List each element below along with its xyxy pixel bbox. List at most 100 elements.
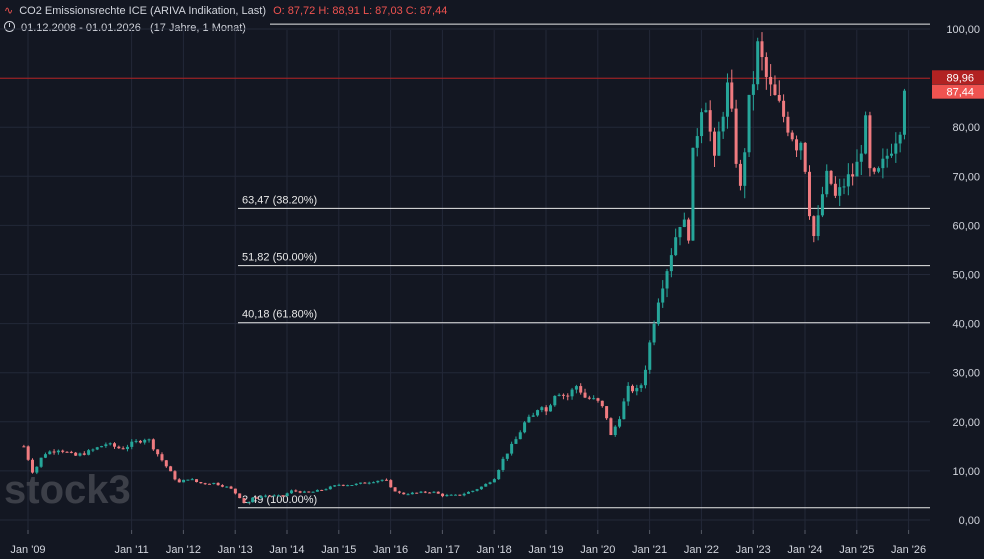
candle-body <box>367 482 371 484</box>
candle-body <box>169 466 173 472</box>
candle-body <box>30 459 34 473</box>
candle-body <box>74 452 78 456</box>
candle-body <box>294 490 298 492</box>
candle-body <box>725 82 729 117</box>
candle-body <box>497 469 501 480</box>
ohlc-values: O: 87,72 H: 88,91 L: 87,03 C: 87,44 <box>273 5 448 17</box>
candle-body <box>52 451 56 453</box>
candle-body <box>561 394 565 396</box>
candle-body <box>717 131 721 156</box>
candle-body <box>216 482 220 486</box>
candle-body <box>795 139 799 151</box>
candle-body <box>441 493 445 497</box>
candle-body <box>583 392 587 398</box>
candle-body <box>799 142 803 151</box>
candle-body <box>104 444 108 447</box>
candle-body <box>415 492 419 494</box>
candle-body <box>307 491 311 493</box>
candle-body <box>833 183 837 196</box>
x-tick-label: Jan '22 <box>684 544 719 556</box>
candle-body <box>488 482 492 484</box>
candle-body <box>885 155 889 159</box>
candle-body <box>609 418 613 436</box>
candle-body <box>807 171 811 217</box>
candle-body <box>514 439 518 444</box>
candle-body <box>372 482 376 484</box>
candle-body <box>61 450 65 452</box>
candle-body <box>380 479 384 481</box>
candle-body <box>156 449 160 455</box>
candle-body <box>199 482 203 484</box>
candle-body <box>69 451 73 453</box>
candle-body <box>820 194 824 216</box>
candle-body <box>613 426 617 436</box>
candle-body <box>782 100 786 117</box>
candle-body <box>773 84 777 95</box>
candle-body <box>212 482 216 484</box>
candle-body <box>466 491 470 494</box>
candle-body <box>82 453 86 455</box>
candle-body <box>346 485 350 487</box>
candle-body <box>548 405 552 412</box>
y-tick-label: 50,00 <box>952 270 980 282</box>
candle-body <box>505 453 509 459</box>
candle-body <box>121 448 125 450</box>
candle-body <box>536 410 540 416</box>
price-label: 89,96 <box>946 72 974 84</box>
candle-body <box>669 255 673 272</box>
candle-body <box>639 385 643 389</box>
candle-body <box>678 227 682 238</box>
candle-body <box>78 453 82 456</box>
candle-body <box>574 386 578 390</box>
candle-body <box>730 82 734 109</box>
candle-body <box>402 492 406 495</box>
grid <box>0 28 930 530</box>
watermark-logo: stock3 <box>4 468 131 512</box>
candle-body <box>846 174 850 187</box>
candle-body <box>631 385 635 392</box>
y-tick-label: 0,00 <box>959 515 980 527</box>
y-tick-label: 80,00 <box>952 122 980 134</box>
candle-body <box>864 115 868 154</box>
y-tick-label: 30,00 <box>952 368 980 380</box>
candle-body <box>898 134 902 144</box>
candle-body <box>721 116 725 132</box>
x-tick-label: Jan '09 <box>10 544 45 556</box>
candle-body <box>458 494 462 496</box>
price-label-box <box>932 84 984 99</box>
candle-body <box>769 76 773 85</box>
candle-body <box>397 491 401 493</box>
period-range: 01.12.2008 - 01.01.2026 <box>21 22 141 34</box>
candle-body <box>527 416 531 423</box>
candle-body <box>298 491 302 493</box>
candle-body <box>264 495 268 497</box>
candle-body <box>492 479 496 483</box>
candle-body <box>738 163 742 186</box>
candle-body <box>695 136 699 148</box>
candle-body <box>324 489 328 491</box>
chart-header: ∿ CO2 Emissionsrechte ICE (ARIVA Indikati… <box>4 4 447 17</box>
candle-body <box>108 443 112 445</box>
candle-body <box>182 479 186 483</box>
x-tick-label: Jan '19 <box>528 544 563 556</box>
candle-body <box>454 494 458 496</box>
candle-body <box>43 454 47 458</box>
x-tick-label: Jan '21 <box>632 544 667 556</box>
instrument-title: CO2 Emissionsrechte ICE (ARIVA Indikatio… <box>19 5 266 17</box>
candle-body <box>894 143 898 154</box>
candle-body <box>643 369 647 386</box>
candle-body <box>95 447 99 450</box>
x-tick-label: Jan '17 <box>425 544 460 556</box>
candle-body <box>242 498 246 503</box>
y-tick-label: 20,00 <box>952 417 980 429</box>
y-tick-label: 40,00 <box>952 319 980 331</box>
candle-body <box>220 485 224 487</box>
x-tick-label: Jan '25 <box>839 544 874 556</box>
candle-body <box>592 398 596 400</box>
candle-body <box>687 219 691 241</box>
candle-body <box>26 446 30 460</box>
candle-body <box>868 115 872 169</box>
candle-body <box>289 490 293 494</box>
candle-body <box>855 161 859 177</box>
